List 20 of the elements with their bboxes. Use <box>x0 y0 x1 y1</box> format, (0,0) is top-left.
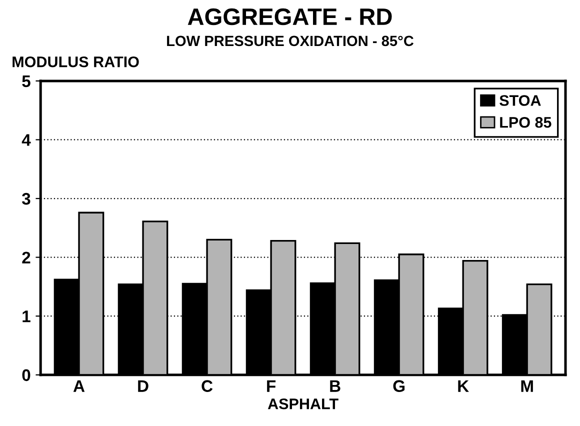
y-tick-label: 3 <box>22 192 30 205</box>
y-axis-title: MODULUS RATIO <box>12 56 139 68</box>
legend-label: STOA <box>500 95 541 106</box>
y-tick-label: 0 <box>22 369 30 382</box>
x-tick-label: B <box>330 380 340 392</box>
x-tick-label: A <box>73 380 85 392</box>
y-tick-label: 4 <box>22 134 31 146</box>
x-tick-label: K <box>458 380 469 392</box>
chart-subtitle: LOW PRESSURE OXIDATION - 85°C <box>167 36 414 46</box>
legend-label: LPO 85 <box>500 116 552 128</box>
y-tick-label: 1 <box>22 310 30 322</box>
x-axis-title: ASPHALT <box>268 398 338 410</box>
y-tick-label: 5 <box>22 76 30 88</box>
x-tick-label: G <box>393 380 405 392</box>
chart-title: AGGREGATE - RD <box>188 8 392 26</box>
y-tick-label: 2 <box>22 252 30 264</box>
x-tick-label: M <box>521 380 533 392</box>
x-tick-label: D <box>138 380 148 392</box>
x-tick-label: F <box>267 380 276 392</box>
x-tick-label: C <box>202 380 213 392</box>
